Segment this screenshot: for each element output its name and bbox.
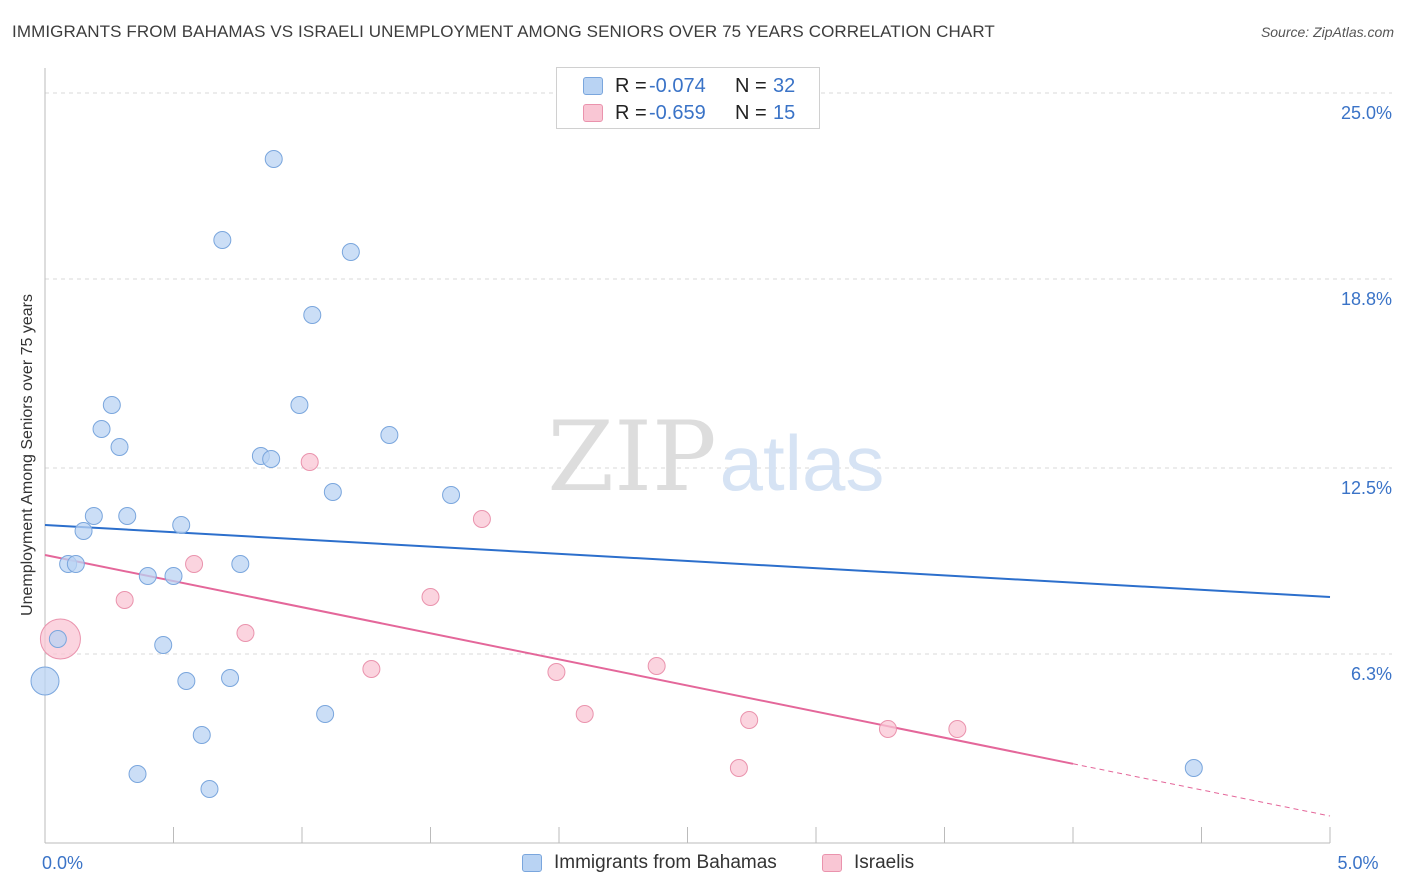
point-bahamas	[341, 243, 360, 261]
legend-swatch-bahamas	[583, 77, 603, 95]
legend-n-label: N =	[735, 102, 767, 124]
trend-line-bahamas	[44, 524, 1331, 598]
point-israelis	[547, 663, 566, 681]
point-bahamas	[231, 555, 250, 573]
point-bahamas	[264, 150, 283, 168]
point-bahamas	[48, 630, 67, 648]
point-israelis	[362, 660, 381, 678]
point-bahamas	[84, 507, 103, 525]
point-israelis	[878, 720, 897, 738]
legend-r-value: -0.659	[649, 102, 706, 124]
point-bahamas	[30, 666, 60, 696]
point-bahamas	[1184, 759, 1203, 777]
y-tick-label: 25.0%	[1341, 103, 1392, 123]
trend-line-israelis-extension	[1072, 763, 1331, 817]
point-israelis	[115, 591, 134, 609]
point-israelis	[575, 705, 594, 723]
point-bahamas	[323, 483, 342, 501]
series-swatch-israelis	[822, 854, 842, 872]
point-bahamas	[128, 765, 147, 783]
point-bahamas	[164, 567, 183, 585]
point-bahamas	[303, 306, 322, 324]
point-israelis	[647, 657, 666, 675]
point-israelis	[300, 453, 319, 471]
point-bahamas	[118, 507, 137, 525]
legend-row-bahamas: R = -0.074 N = 32	[557, 73, 821, 99]
point-bahamas	[200, 780, 219, 798]
series-label-bahamas: Immigrants from Bahamas	[554, 852, 777, 873]
point-israelis	[740, 711, 759, 729]
point-bahamas	[213, 231, 232, 249]
y-tick-label: 6.3%	[1351, 664, 1392, 684]
source-label: Source: ZipAtlas.com	[1260, 24, 1394, 40]
point-israelis	[185, 555, 204, 573]
point-bahamas	[192, 726, 211, 744]
point-bahamas	[177, 672, 196, 690]
point-bahamas	[262, 450, 281, 468]
grid-layer	[45, 92, 1392, 655]
legend-row-israelis: R = -0.659 N = 15	[557, 100, 821, 126]
legend-n-value: 15	[773, 102, 796, 124]
series-label-israelis: Israelis	[854, 852, 915, 873]
watermark-zip: ZIP	[547, 401, 716, 513]
watermark: ZIP atlas	[547, 401, 884, 513]
point-bahamas	[316, 705, 335, 723]
point-bahamas	[380, 426, 399, 444]
point-bahamas	[442, 486, 461, 504]
point-bahamas	[110, 438, 129, 456]
legend-r-value: -0.074	[649, 75, 706, 97]
legend-n-label: N =	[735, 75, 767, 97]
trend-line-israelis	[44, 554, 1074, 765]
point-israelis	[948, 720, 967, 738]
point-bahamas	[74, 522, 93, 540]
point-bahamas	[102, 396, 121, 414]
point-bahamas	[290, 396, 309, 414]
watermark-atlas: atlas	[720, 419, 885, 507]
point-bahamas	[92, 420, 111, 438]
data-points	[30, 150, 1203, 798]
point-israelis	[472, 510, 491, 528]
x-tick-label: 0.0%	[42, 853, 83, 873]
x-tick-label: 5.0%	[1337, 853, 1378, 873]
point-israelis	[421, 588, 440, 606]
legend-r-label: R =	[615, 75, 647, 97]
axis-layer	[44, 68, 1331, 844]
legend-n-value: 32	[773, 75, 796, 97]
point-israelis	[236, 624, 255, 642]
trend-lines	[44, 524, 1331, 817]
point-bahamas	[66, 555, 85, 573]
point-bahamas	[172, 516, 191, 534]
y-tick-label: 18.8%	[1341, 289, 1392, 309]
point-israelis	[729, 759, 748, 777]
point-bahamas	[154, 636, 173, 654]
series-swatch-bahamas	[522, 854, 542, 872]
y-tick-label: 12.5%	[1341, 478, 1392, 498]
tick-labels: 6.3% 12.5% 18.8% 25.0% 0.0% 5.0%	[42, 103, 1392, 873]
legend-swatch-israelis	[583, 104, 603, 122]
point-bahamas	[138, 567, 157, 585]
legend-r-label: R =	[615, 102, 647, 124]
point-bahamas	[221, 669, 240, 687]
correlation-legend: R = -0.074 N = 32 R = -0.659 N = 15	[556, 67, 820, 129]
chart-title: IMMIGRANTS FROM BAHAMAS VS ISRAELI UNEMP…	[12, 22, 995, 41]
